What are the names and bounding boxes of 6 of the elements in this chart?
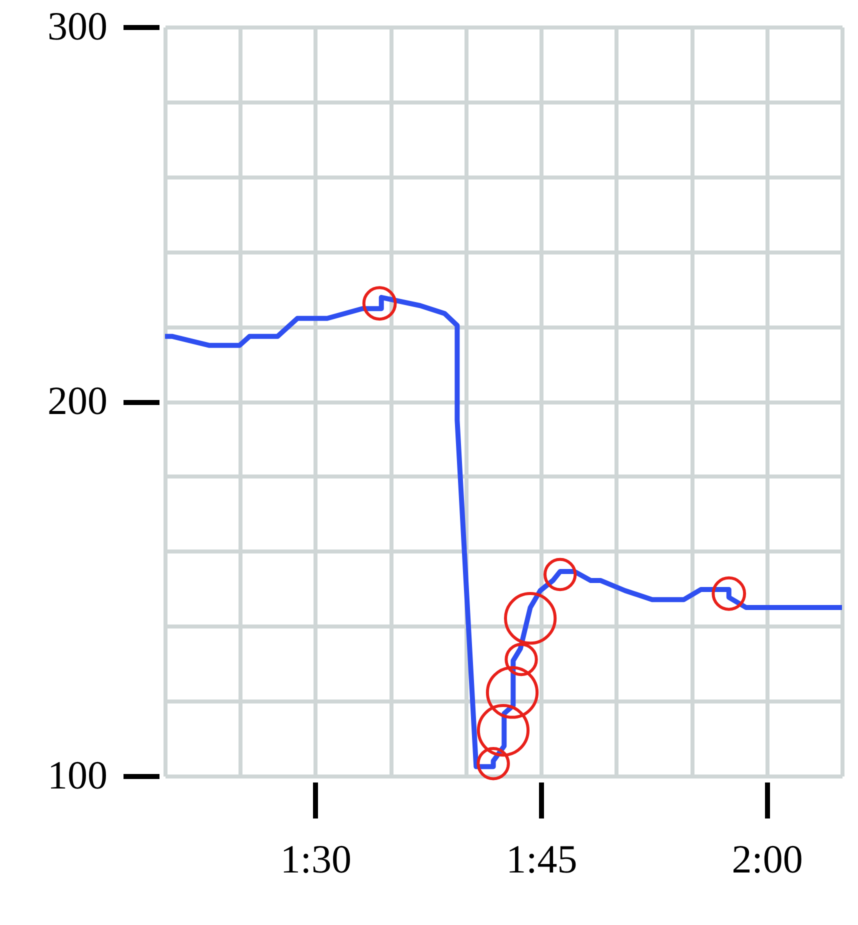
x-tick-label: 1:45 [506, 836, 578, 882]
y-tick-label: 100 [48, 752, 108, 798]
x-tick-label: 2:00 [732, 836, 803, 882]
x-tick-label: 1:30 [280, 836, 352, 882]
y-tick-label: 200 [48, 378, 108, 423]
y-tick-label: 300 [48, 4, 108, 48]
